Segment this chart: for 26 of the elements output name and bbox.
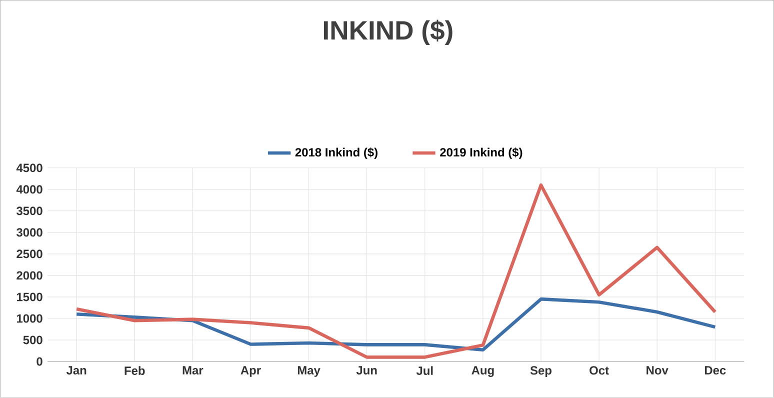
x-tick-label: Jun (356, 366, 377, 375)
x-tick-label: Jan (66, 366, 86, 375)
y-tick-label: 3000 (16, 228, 42, 237)
legend-label: 2019 Inkind ($) (440, 148, 522, 160)
y-tick-label: 3500 (16, 206, 42, 216)
y-tick-label: 4500 (16, 164, 42, 172)
x-tick-label: Jul (416, 366, 433, 376)
y-tick-label: 1500 (16, 292, 42, 302)
x-tick-label: Sep (530, 366, 552, 378)
x-tick-label: Dec (704, 366, 726, 375)
x-tick-label: Apr (240, 366, 261, 378)
y-tick-label: 500 (23, 336, 42, 344)
x-tick-label: Aug (472, 366, 494, 378)
chart-title: INKIND ($) (324, 20, 452, 46)
y-tick-label: 2000 (16, 271, 42, 280)
x-tick-label: Mar (182, 366, 204, 375)
line-series (74, 184, 717, 359)
x-tick-label: Oct (590, 366, 609, 375)
x-tick-label: May (298, 366, 320, 378)
y-tick-label: 1000 (16, 314, 42, 323)
x-tick-label: Feb (124, 366, 145, 376)
legend-label: 2018 Inkind ($) (295, 148, 378, 160)
x-tick-label: Nov (646, 366, 668, 375)
y-tick-label: 4000 (16, 185, 42, 194)
y-tick-label: 2500 (16, 250, 42, 258)
y-tick-label: 0 (36, 357, 42, 366)
